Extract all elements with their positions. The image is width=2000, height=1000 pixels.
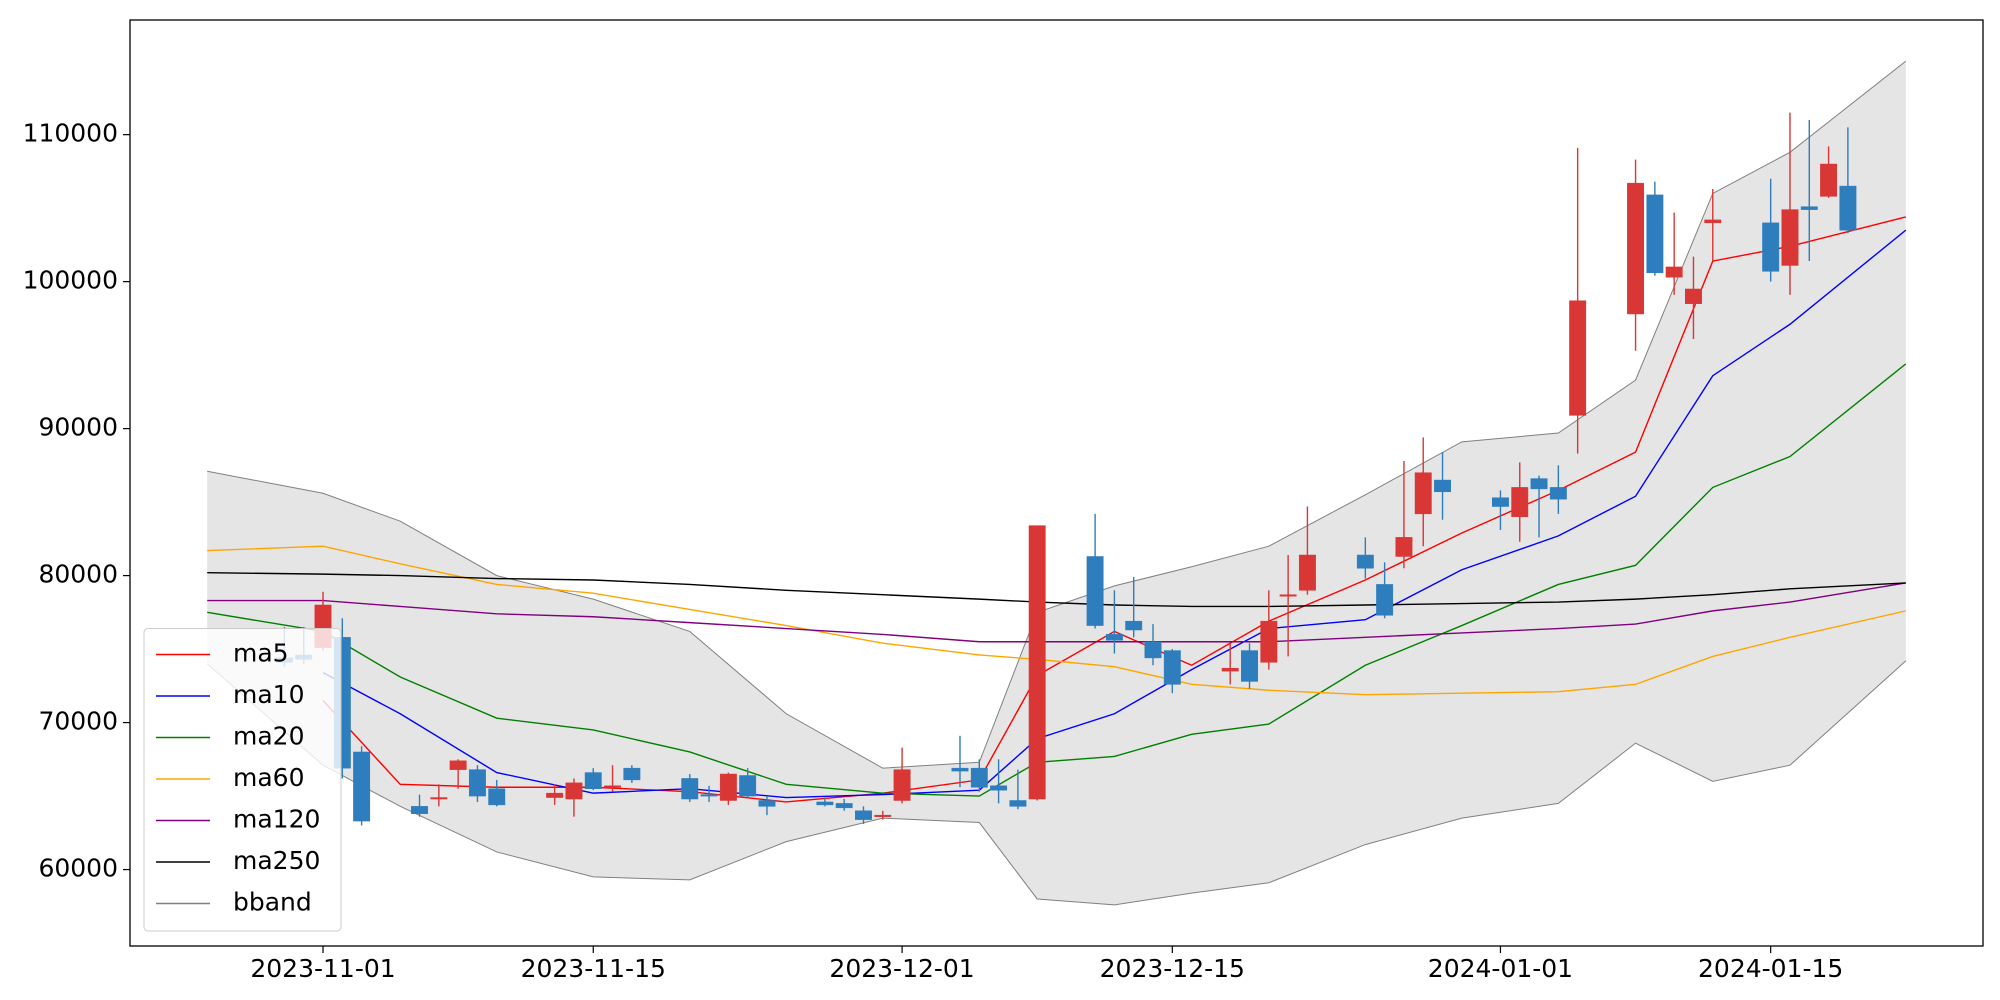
x-tick-label: 2024-01-15 xyxy=(1698,954,1843,983)
candle-body xyxy=(1665,266,1683,278)
bband-upper xyxy=(207,60,1907,769)
candle-body xyxy=(1685,288,1702,304)
legend-label: ma120 xyxy=(233,805,320,834)
candle-body xyxy=(739,775,757,797)
candle-body xyxy=(990,785,1008,791)
candle-body xyxy=(565,782,583,800)
candle-body xyxy=(1009,800,1027,807)
ma-line xyxy=(207,582,1906,643)
plot-frame xyxy=(129,19,1984,947)
candle-body xyxy=(1414,472,1432,515)
candle-body xyxy=(893,769,911,801)
candle-body xyxy=(835,803,853,809)
candle-body xyxy=(1491,497,1509,507)
candle-body xyxy=(1163,650,1181,685)
candle-body xyxy=(604,785,622,788)
y-tick-label: 100000 xyxy=(23,266,118,295)
candle-body xyxy=(1260,620,1278,663)
bband-fill xyxy=(207,61,1906,905)
legend-label: ma250 xyxy=(233,846,320,875)
candle-body xyxy=(700,794,718,797)
candle-body xyxy=(1241,650,1258,682)
candle-body xyxy=(449,760,467,770)
candle-body xyxy=(468,769,486,797)
candle-body xyxy=(430,797,448,800)
legend-label: ma20 xyxy=(233,722,304,751)
ma-line xyxy=(322,229,1907,799)
candle-body xyxy=(1569,300,1587,416)
legend-label: ma10 xyxy=(233,680,304,709)
candle-body xyxy=(1105,634,1123,641)
candle-body xyxy=(1144,641,1162,659)
candle-body xyxy=(488,788,506,806)
candle-body xyxy=(1627,182,1645,315)
y-tick-label: 70000 xyxy=(38,707,118,736)
candle-body xyxy=(719,773,737,801)
candle-body xyxy=(1086,556,1104,626)
ma-line xyxy=(207,545,1906,696)
ma-line xyxy=(207,363,1907,797)
legend-label: ma5 xyxy=(233,639,289,668)
plot xyxy=(206,60,1907,906)
candle-body xyxy=(970,767,988,788)
candle-body xyxy=(1839,185,1857,231)
candle-body xyxy=(1376,584,1394,616)
candle-body xyxy=(584,772,602,789)
candle-body xyxy=(1279,594,1297,597)
bband-lower xyxy=(206,660,1907,906)
candle-body xyxy=(1762,222,1780,272)
ma-line xyxy=(207,571,1906,608)
candle-body xyxy=(623,767,641,781)
y-tick-label: 110000 xyxy=(23,119,118,148)
candle-body xyxy=(353,751,371,822)
y-tick-label: 80000 xyxy=(38,560,118,589)
candle-body xyxy=(1646,194,1664,274)
candle-body xyxy=(951,767,969,772)
candle-body xyxy=(1800,206,1818,210)
candle-body xyxy=(855,810,872,820)
candle-body xyxy=(1356,554,1374,569)
candle-body xyxy=(1704,219,1722,224)
legend-label: ma60 xyxy=(233,763,304,792)
candle-body xyxy=(546,792,564,798)
x-tick-label: 2023-12-15 xyxy=(1100,954,1245,983)
y-tick-label: 90000 xyxy=(38,413,118,442)
candle-body xyxy=(1028,525,1046,800)
candle-body xyxy=(816,801,834,806)
legend-box xyxy=(143,628,342,932)
candle-body xyxy=(1781,209,1799,266)
x-tick-label: 2023-11-01 xyxy=(250,954,395,983)
y-tick-label: 60000 xyxy=(38,854,118,883)
candle-body xyxy=(1221,667,1239,672)
candle-body xyxy=(1511,487,1529,518)
candle-body xyxy=(411,806,428,814)
candle-body xyxy=(874,814,892,817)
candle-body xyxy=(681,778,699,800)
candle-body xyxy=(1530,478,1548,490)
x-tick-label: 2023-11-15 xyxy=(521,954,666,983)
legend-label: bband xyxy=(233,888,312,917)
candle-body xyxy=(1395,537,1413,557)
candle-body xyxy=(1125,620,1143,631)
x-tick-label: 2024-01-01 xyxy=(1428,954,1573,983)
x-tick-label: 2023-12-01 xyxy=(829,954,974,983)
candle-body xyxy=(1820,163,1838,197)
candle-body xyxy=(1298,554,1316,591)
candle-body xyxy=(1549,487,1567,500)
candle-body xyxy=(758,800,776,807)
candle-body xyxy=(1434,479,1451,493)
